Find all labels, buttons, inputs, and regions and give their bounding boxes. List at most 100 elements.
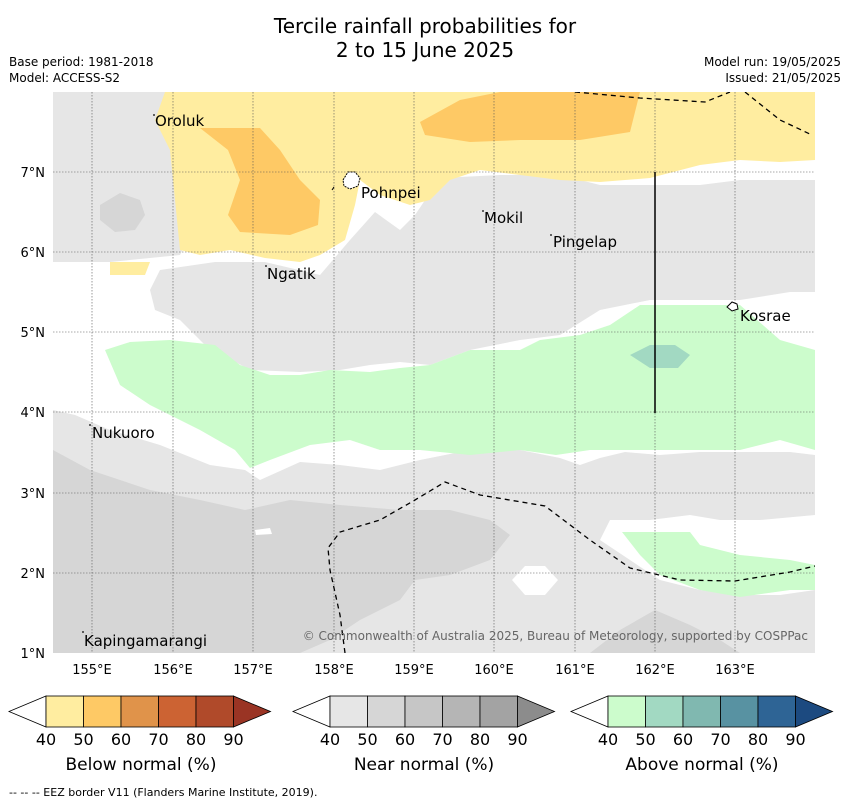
colorbar-label-below: Below normal (%) xyxy=(65,755,217,775)
place-label-pingelap: Pingelap xyxy=(553,233,617,251)
colorbar-above-tick-label: 60 xyxy=(673,730,693,749)
x-tick-158: 158°E xyxy=(314,663,354,678)
colorbar-near-tick-label: 40 xyxy=(320,730,340,749)
place-label-ngatik: Ngatik xyxy=(267,265,316,283)
x-tick-157: 157°E xyxy=(233,663,273,678)
grid-lines xyxy=(53,92,815,653)
colorbar-below-segment xyxy=(120,695,159,728)
colorbar-below-tick-label: 40 xyxy=(36,730,56,749)
colorbar-below-tick-label: 90 xyxy=(223,730,243,749)
colorbar-near-tick-label: 60 xyxy=(395,730,415,749)
colorbar-near-tick-label: 90 xyxy=(507,730,527,749)
colorbar-above-segment xyxy=(720,695,759,728)
y-tick-1n: 1°N xyxy=(21,647,46,662)
y-tick-2n: 2°N xyxy=(21,567,46,582)
place-label-nukuoro: Nukuoro xyxy=(92,424,155,442)
place-label-pohnpei: Pohnpei xyxy=(361,184,421,202)
colorbar-below-tick-label: 60 xyxy=(111,730,131,749)
above-normal-40-region-southeast xyxy=(622,532,815,597)
colorbar-below-extend-high xyxy=(233,695,272,728)
y-tick-6n: 6°N xyxy=(21,246,46,261)
colorbar-above-segment xyxy=(607,695,646,728)
colorbar-below-segment xyxy=(158,695,197,728)
marker-nukuoro xyxy=(89,424,91,426)
place-label-kapingamarangi: Kapingamarangi xyxy=(84,632,207,650)
place-markers xyxy=(82,114,552,633)
copyright-text: © Commonwealth of Australia 2025, Bureau… xyxy=(303,629,808,643)
colorbar-below-segment xyxy=(83,695,122,728)
marker-kapingamarangi xyxy=(82,631,84,633)
below-normal-50-patch-northeast xyxy=(420,92,640,142)
y-tick-5n: 5°N xyxy=(21,326,46,341)
x-tick-161: 161°E xyxy=(555,663,595,678)
colorbar-above-segment xyxy=(645,695,684,728)
colorbar-above-tick-label: 80 xyxy=(748,730,768,749)
colorbar-above-tick-label: 50 xyxy=(635,730,655,749)
white-patch-small xyxy=(255,528,272,535)
colorbar-below-segment xyxy=(195,695,234,728)
colorbar-above-extend-low xyxy=(569,695,609,728)
x-tick-160: 160°E xyxy=(474,663,514,678)
colorbar-above-tick-label: 40 xyxy=(598,730,618,749)
near-normal-50-patch-west xyxy=(100,193,145,232)
marker-pingelap xyxy=(550,234,552,236)
model-name: Model: ACCESS-S2 xyxy=(9,71,121,85)
x-tick-162: 162°E xyxy=(635,663,675,678)
colorbar-near-segment xyxy=(442,695,481,728)
marker-mokil xyxy=(482,210,484,212)
colorbar-above-tick-label: 90 xyxy=(785,730,805,749)
near-normal-50-region-south xyxy=(53,450,510,653)
colorbar-near-segment xyxy=(329,695,368,728)
marker-oroluk xyxy=(153,114,155,116)
below-normal-50-patch-pohnpei xyxy=(200,128,320,235)
colorbar-below-segment xyxy=(45,695,84,728)
pohnpei-atoll-mark xyxy=(331,186,335,191)
model-run: Model run: 19/05/2025 xyxy=(703,55,841,69)
below-normal-40-region-north xyxy=(155,92,815,262)
map-plot-area: Oroluk Pohnpei Mokil Pingelap Ngatik Kos… xyxy=(53,92,815,653)
colorbar-above-segment xyxy=(682,695,721,728)
place-label-mokil: Mokil xyxy=(484,209,523,227)
colorbar-below-extend-low xyxy=(7,695,47,728)
colorbar-below-tick-label: 80 xyxy=(186,730,206,749)
kosrae-island-shape xyxy=(726,301,739,312)
colorbar-near-extend-low xyxy=(291,695,331,728)
colorbar-near-segment xyxy=(479,695,518,728)
colorbar-label-above: Above normal (%) xyxy=(625,755,779,775)
x-tick-155: 155°E xyxy=(72,663,112,678)
x-tick-159: 159°E xyxy=(394,663,434,678)
colorbars: 40 50 60 70 80 90 40 50 60 70 80 90 40 50 60 70 80 90 xyxy=(7,695,834,749)
map-title: Tercile rainfall probabilities for 2 to … xyxy=(0,14,850,62)
x-axis-labels: 155°E 156°E 157°E 158°E 159°E 160°E 161°… xyxy=(72,663,755,678)
colorbar-near-tick-label: 70 xyxy=(432,730,452,749)
above-normal-50-patch xyxy=(630,345,690,368)
near-normal-50-region-southeast xyxy=(590,610,740,653)
colorbar-label-near: Near normal (%) xyxy=(353,755,495,775)
colorbar-below-tick-label: 50 xyxy=(73,730,93,749)
colorbar-near-tick-label: 50 xyxy=(357,730,377,749)
colorbar-near-tick-label: 80 xyxy=(470,730,490,749)
marker-ngatik xyxy=(265,265,267,267)
eez-footnote: -- -- -- EEZ border V11 (Flanders Marine… xyxy=(9,786,318,799)
title-line-2: 2 to 15 June 2025 xyxy=(335,38,515,62)
place-label-kosrae: Kosrae xyxy=(740,307,791,325)
pohnpei-island-shape xyxy=(342,171,361,190)
colorbar-near-extend-high xyxy=(517,695,556,728)
near-normal-region-northwest xyxy=(53,92,190,262)
above-normal-40-region-central xyxy=(105,305,815,468)
colorbar-near-segment xyxy=(404,695,443,728)
colorbar-above-segment xyxy=(757,695,796,728)
title-line-1: Tercile rainfall probabilities for xyxy=(273,14,577,38)
y-tick-7n: 7°N xyxy=(21,166,46,181)
eez-border-south xyxy=(327,481,815,653)
meta-left: Base period: 1981-2018 Model: ACCESS-S2 xyxy=(9,54,154,86)
y-axis-labels: 7°N 6°N 5°N 4°N 3°N 2°N 1°N xyxy=(21,166,46,662)
below-normal-40-patch-west xyxy=(110,262,150,275)
near-normal-region-central xyxy=(150,175,815,372)
colorbar-near-segment xyxy=(367,695,406,728)
issued-date: Issued: 21/05/2025 xyxy=(725,71,841,85)
near-normal-region-east xyxy=(770,190,815,212)
colorbar-below-tick-label: 70 xyxy=(148,730,168,749)
y-tick-4n: 4°N xyxy=(21,406,46,421)
